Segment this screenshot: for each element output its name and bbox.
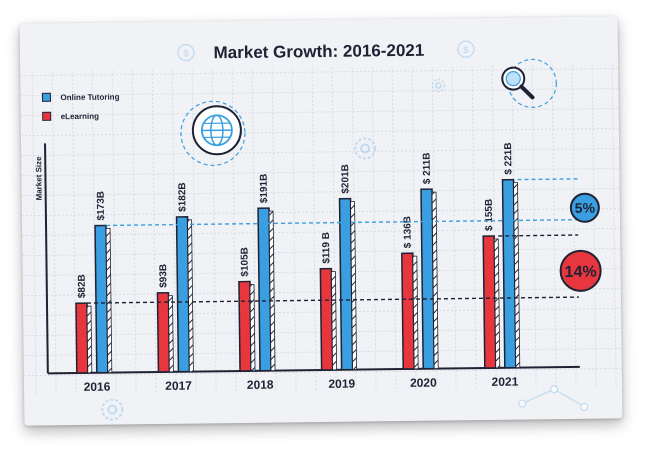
bar-elearning-2019	[319, 267, 334, 371]
bar-elearning-2016	[75, 302, 89, 374]
reference-line-online-tutoring-2021	[517, 178, 578, 181]
data-label-elearning-2020: $ 136B	[402, 216, 413, 248]
x-tick-label-2017: 2017	[165, 379, 192, 393]
reference-line-elearning-2016	[86, 296, 579, 304]
gear-icon	[431, 78, 446, 93]
magnifier-icon	[501, 58, 557, 109]
svg-text:$: $	[183, 49, 189, 60]
data-label-online-tutoring-2018: $191B	[259, 174, 270, 204]
gear-icon	[354, 137, 377, 160]
growth-badge-elearning-text: 14%	[565, 264, 597, 281]
gear-icon	[101, 398, 124, 421]
x-tick-labels: 2016 2017 2018 2019 2020 2021	[84, 375, 519, 394]
bar-shadow-online-tutoring-2018	[268, 210, 276, 372]
legend-swatch-elearning	[42, 111, 52, 121]
data-label-online-tutoring-2017: $182B	[177, 182, 188, 212]
data-label-elearning-2021: $ 155B	[484, 199, 495, 231]
growth-badge-elearning-circle	[559, 249, 602, 292]
bar-shadow-online-tutoring-2016	[105, 228, 113, 374]
bar-elearning-2018	[238, 280, 252, 372]
x-tick-label-2019: 2019	[328, 377, 355, 391]
data-label-elearning-2019: $119 B	[321, 232, 332, 264]
legend-label-elearning: eLearning	[61, 112, 99, 121]
y-axis	[44, 143, 49, 374]
bar-shadow-online-tutoring-2021	[513, 182, 521, 369]
bar-shadow-online-tutoring-2017	[187, 219, 194, 373]
data-label-online-tutoring-2019: $201B	[340, 164, 351, 194]
growth-badges: 5% 14%	[559, 192, 602, 292]
growth-badge-online-tutoring-text: 5%	[575, 200, 596, 216]
growth-badge-online-tutoring: 5%	[569, 192, 600, 223]
legend-swatch-online-tutoring	[41, 92, 52, 102]
data-labels: $82B $173B $93B $182B $105B $191B $119 B $201B $…	[77, 142, 515, 298]
growth-badge-online-tutoring-circle	[569, 192, 600, 223]
y-axis-label: Market Size	[34, 156, 44, 201]
dollar-icon: $	[177, 43, 195, 62]
bar-shadow-online-tutoring-2019	[350, 201, 358, 371]
x-tick-label-2020: 2020	[410, 376, 437, 390]
growth-badge-elearning: 14%	[559, 249, 602, 292]
legend-item-online-tutoring: Online Tutoring	[41, 92, 120, 102]
chart: $ $ Market Growth: 2016-2021	[20, 40, 622, 421]
x-tick-label-2018: 2018	[247, 378, 274, 392]
data-label-online-tutoring-2020: $ 211B	[422, 152, 433, 184]
data-label-online-tutoring-2021: $ 221B	[503, 142, 514, 174]
bar-shadow-elearning-2016	[86, 305, 93, 374]
reference-line-online-tutoring-2016	[106, 218, 579, 227]
bar-elearning-2020	[401, 252, 415, 370]
bar-shadow-elearning-2018	[249, 284, 256, 372]
network-icon	[518, 385, 589, 411]
bar-shadow-elearning-2020	[412, 255, 419, 370]
dollar-icon: $	[457, 40, 475, 58]
x-tick-label-2016: 2016	[84, 380, 111, 394]
data-label-elearning-2016: $82B	[77, 274, 88, 298]
bar-shadow-elearning-2021	[493, 238, 501, 369]
data-label-elearning-2018: $105B	[240, 247, 251, 277]
data-label-online-tutoring-2016: $173B	[96, 191, 107, 221]
bar-elearning-2017	[156, 291, 171, 373]
data-label-elearning-2017: $93B	[158, 264, 169, 288]
bars	[75, 178, 521, 374]
legend-label-online-tutoring: Online Tutoring	[60, 92, 119, 102]
infographic-card: $ $ Market Growth: 2016-2021	[19, 16, 623, 426]
bar-elearning-2021	[482, 235, 497, 369]
chart-title: Market Growth: 2016-2021	[213, 41, 424, 63]
svg-text:$: $	[463, 45, 469, 56]
x-tick-label-2021: 2021	[492, 375, 519, 389]
globe-icon	[180, 100, 246, 166]
bar-shadow-elearning-2019	[331, 271, 338, 371]
bar-shadow-online-tutoring-2020	[431, 191, 439, 370]
legend-item-elearning: eLearning	[42, 111, 99, 121]
legend: Online Tutoring eLearning	[41, 92, 120, 121]
reference-lines	[86, 178, 579, 304]
reference-line-elearning-2021	[498, 234, 579, 237]
bar-shadow-elearning-2017	[168, 295, 174, 373]
